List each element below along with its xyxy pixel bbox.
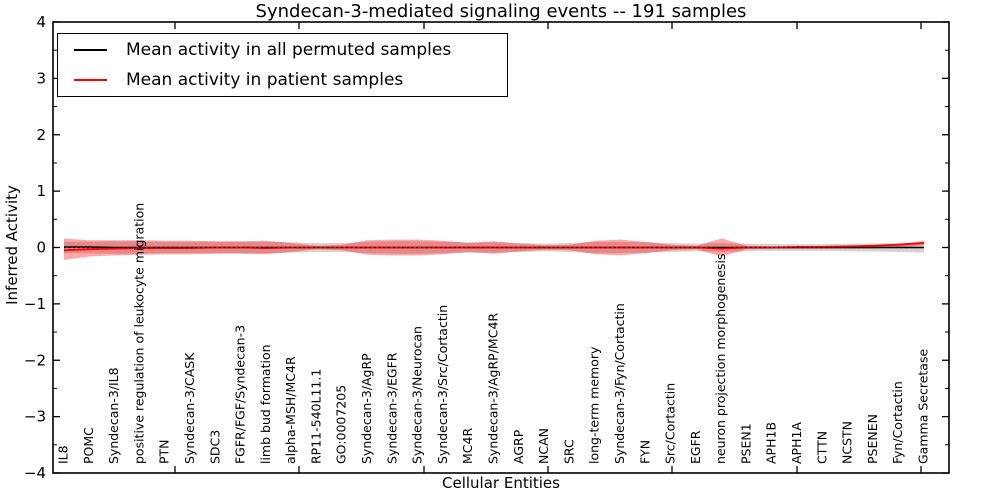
y-tick-label: 3: [36, 69, 46, 87]
x-tick-label: FYN: [637, 440, 652, 464]
x-tick-label: NCAN: [536, 428, 551, 464]
x-tick-label: Src/Cortactin: [663, 383, 678, 464]
x-tick-label: limb bud formation: [258, 344, 273, 464]
x-tick-label: Fyn/Cortactin: [890, 381, 905, 464]
y-tick-label: 1: [36, 182, 46, 200]
x-tick-label: Syndecan-3/IL8: [106, 367, 121, 464]
x-tick-label: Syndecan-3/CASK: [182, 352, 197, 464]
y-tick-label: −1: [24, 295, 46, 313]
x-tick-label: EGFR: [688, 430, 703, 464]
mean-patient-line: [63, 242, 925, 252]
plot-frame: [52, 21, 950, 474]
x-tick-label: POMC: [81, 427, 96, 464]
x-tick-label: Syndecan-3/Neurocan: [410, 326, 425, 464]
x-tick-label: IL8: [56, 445, 71, 464]
x-tick-label: PTN: [157, 439, 172, 464]
x-tick-label: positive regulation of leukocyte migrati…: [131, 203, 146, 464]
x-tick-label: FGFR/FGF/Syndecan-3: [233, 325, 248, 464]
x-tick-label: MC4R: [460, 428, 475, 464]
x-axis-title: Cellular Entities: [442, 474, 560, 492]
x-tick-label: Syndecan-3/EGFR: [384, 352, 399, 464]
x-tick-label: APH1B: [764, 422, 779, 464]
legend-item-permuted: Mean activity in all permuted samples: [58, 35, 507, 65]
y-tick-label: 0: [36, 239, 46, 257]
legend-line-swatch-black: [74, 49, 107, 51]
x-tick-label: Syndecan-3/AgRP: [359, 353, 374, 464]
legend-label-patient: Mean activity in patient samples: [126, 70, 404, 90]
legend-line-swatch-red: [74, 79, 107, 81]
x-tick-label: AGRP: [511, 429, 526, 464]
x-tick-label: Syndecan-3/Fyn/Cortactin: [612, 303, 627, 464]
x-tick-label: SDC3: [207, 430, 222, 464]
legend-item-patient: Mean activity in patient samples: [58, 65, 507, 95]
x-tick-label: APH1A: [789, 422, 804, 464]
x-tick-label: PSENEN: [865, 414, 880, 464]
y-axis-title: Inferred Activity: [3, 185, 21, 305]
y-tick-label: 4: [36, 13, 46, 31]
patient-samples-range-band: [64, 238, 924, 260]
x-tick-label: Syndecan-3/Src/Cortactin: [435, 305, 450, 464]
x-tick-label: Syndecan-3/AgRP/MC4R: [486, 313, 501, 464]
x-tick-label: CTTN: [814, 431, 829, 464]
legend-label-permuted: Mean activity in all permuted samples: [126, 40, 452, 60]
x-tick-label: SRC: [561, 439, 576, 464]
y-tick-label: −4: [24, 464, 46, 482]
x-tick-label: alpha-MSH/MC4R: [283, 356, 298, 464]
y-tick-label: −3: [24, 408, 46, 426]
x-tick-label: RP11-540L11.1: [308, 369, 323, 464]
y-tick-label: −2: [24, 351, 46, 369]
x-tick-label: long-term memory: [587, 346, 602, 464]
x-tick-label: neuron projection morphogenesis: [713, 253, 728, 464]
x-tick-label: NCSTN: [840, 421, 855, 464]
x-tick-label: Gamma Secretase: [916, 349, 931, 464]
y-tick-label: 2: [36, 126, 46, 144]
chart-title: Syndecan-3-mediated signaling events -- …: [255, 1, 747, 22]
legend: Mean activity in all permuted samples Me…: [57, 33, 508, 97]
x-tick-label: GO:0007205: [334, 385, 349, 464]
x-tick-label: PSEN1: [738, 423, 753, 464]
